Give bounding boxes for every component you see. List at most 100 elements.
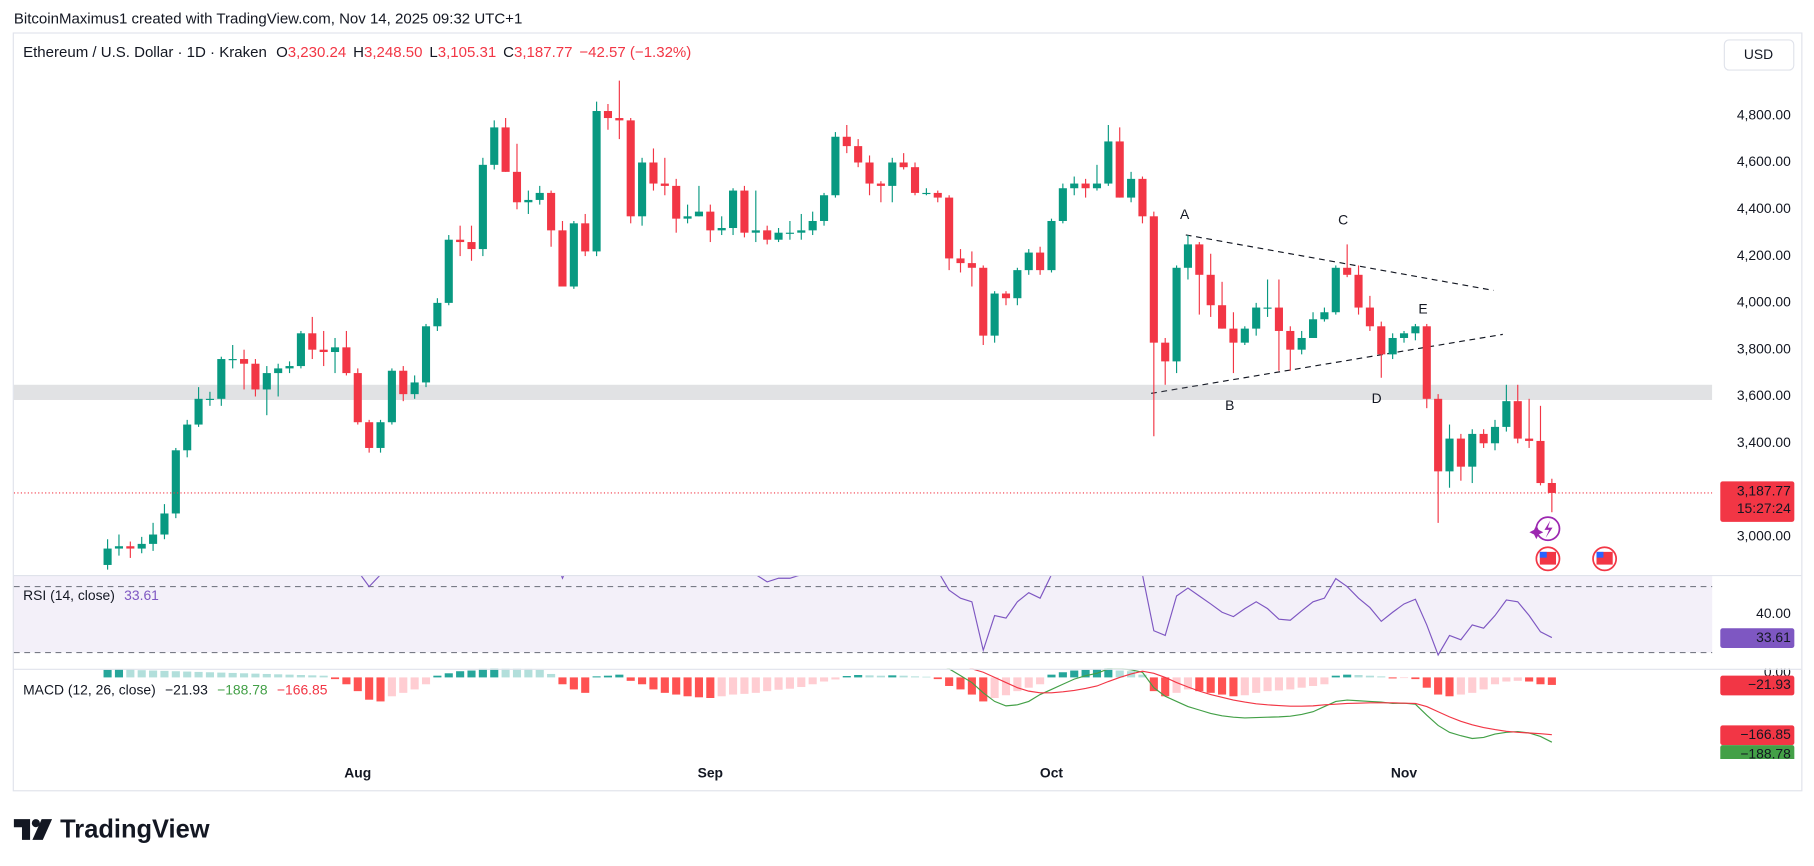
- macd-histogram-bar: [160, 670, 169, 678]
- macd-histogram-bar: [387, 677, 396, 697]
- macd-histogram-bar: [899, 675, 908, 678]
- macd-histogram-bar: [831, 677, 840, 680]
- candle-body: [410, 382, 419, 395]
- macd-histogram-bar: [1240, 677, 1249, 696]
- currency-button[interactable]: [1723, 39, 1795, 71]
- rsi-legend: RSI (14, close) 33.61: [23, 587, 159, 603]
- macd-histogram-bar: [865, 675, 874, 678]
- macd-histogram-bar: [240, 673, 249, 678]
- macd-histogram-bar: [1206, 677, 1215, 693]
- macd-histogram-bar: [456, 671, 465, 678]
- candle-body: [478, 164, 487, 250]
- macd-histogram-bar: [330, 677, 340, 680]
- candle-body: [1320, 312, 1329, 320]
- ohlc-key: H: [353, 44, 364, 61]
- macd-histogram-bar: [103, 669, 112, 678]
- candle-body: [251, 363, 260, 390]
- macd-last-box: [1720, 675, 1795, 696]
- macd-histogram-bar: [1229, 677, 1238, 697]
- candle-body: [1183, 244, 1192, 268]
- macd-histogram-bar: [1445, 677, 1454, 697]
- candle-body: [706, 211, 715, 231]
- macd-histogram-bar: [626, 677, 635, 681]
- candle-body: [512, 171, 522, 203]
- candle-body: [137, 543, 146, 549]
- x-tick-label: Sep: [698, 765, 723, 781]
- candle-body: [1263, 307, 1272, 309]
- macd-histogram-bar: [114, 669, 124, 678]
- candle-body: [603, 111, 613, 119]
- candle-body: [1092, 183, 1102, 189]
- macd-histogram-bar: [1490, 677, 1500, 685]
- macd-histogram-bar: [547, 673, 556, 678]
- macd-histogram-bar: [1547, 677, 1556, 685]
- macd-histogram-bar: [399, 677, 408, 693]
- event-icons[interactable]: [1529, 516, 1618, 572]
- candle-body: [1343, 267, 1352, 275]
- macd-histogram-bar: [319, 675, 328, 678]
- macd-histogram-bar: [285, 674, 294, 678]
- candle-body: [1490, 426, 1500, 444]
- macd-histogram-bar: [1161, 677, 1170, 697]
- macd-histogram-bar: [1047, 674, 1056, 678]
- candle-body: [626, 120, 635, 217]
- macd-histogram-bar: [660, 677, 669, 693]
- candle-body: [922, 192, 931, 195]
- macd-histogram-bar: [1354, 674, 1363, 678]
- candle-body: [160, 513, 169, 535]
- candle-body: [217, 359, 226, 399]
- candle-body: [649, 162, 658, 184]
- macd-histogram-bar: [922, 676, 931, 678]
- macd-histogram-bar: [740, 677, 749, 694]
- candle-body: [524, 199, 533, 203]
- ohlc-key: L: [429, 44, 437, 61]
- macd-histogram-bar: [365, 677, 374, 700]
- macd-histogram-bar: [876, 675, 885, 678]
- macd-histogram-bar: [1377, 676, 1386, 678]
- macd-histogram-bar: [933, 677, 942, 680]
- candle-body: [831, 136, 840, 196]
- macd-histogram-bar: [1343, 674, 1352, 678]
- candle-body: [194, 398, 203, 425]
- macd-last-box: [1720, 745, 1795, 759]
- macd-histogram-bar: [1331, 675, 1340, 678]
- macd-histogram-bar: [217, 672, 226, 678]
- macd-histogram-bar: [421, 677, 431, 685]
- candle-body: [1013, 270, 1022, 299]
- macd-histogram-bar: [717, 677, 726, 697]
- candle-body: [945, 197, 954, 259]
- candle-body: [365, 422, 374, 448]
- candle-body: [456, 239, 465, 243]
- macd-histogram-bar: [672, 677, 681, 695]
- candle-body: [1365, 307, 1374, 327]
- macd-histogram-bar: [569, 677, 578, 690]
- ohlc-key: O: [276, 44, 288, 61]
- pattern-label: E: [1418, 301, 1427, 317]
- signal-line: [969, 668, 1552, 736]
- macd-histogram-bar: [126, 669, 135, 678]
- macd-histogram-bar: [1434, 677, 1443, 695]
- candle-body: [114, 546, 124, 549]
- macd-last-label: −21.93: [1748, 676, 1791, 692]
- macd-histogram-bar: [376, 677, 385, 702]
- macd-histogram-bar: [967, 677, 976, 695]
- candle-body: [547, 192, 556, 231]
- x-tick-label: Oct: [1040, 765, 1064, 781]
- macd-histogram-bar: [945, 677, 954, 686]
- candle-body: [808, 220, 817, 231]
- candle-body: [979, 267, 988, 336]
- axes: 3,000.003,200.003,400.003,600.003,800.00…: [344, 106, 1795, 781]
- candle-body: [1115, 141, 1124, 198]
- event-icon-glyph: [1544, 520, 1553, 538]
- price-pane: [13, 80, 1713, 570]
- ohlc-key: C: [503, 44, 514, 61]
- candle-body: [1297, 337, 1306, 350]
- candle-body: [353, 373, 362, 423]
- macd-histogram-bar: [1070, 670, 1079, 678]
- candle-body: [399, 370, 408, 395]
- macd-histogram-bar: [1502, 677, 1511, 682]
- macd-histogram-bar: [205, 672, 214, 678]
- macd-histogram-bar: [171, 671, 180, 678]
- macd-histogram-bar: [763, 677, 772, 692]
- macd-histogram-bar: [342, 677, 351, 685]
